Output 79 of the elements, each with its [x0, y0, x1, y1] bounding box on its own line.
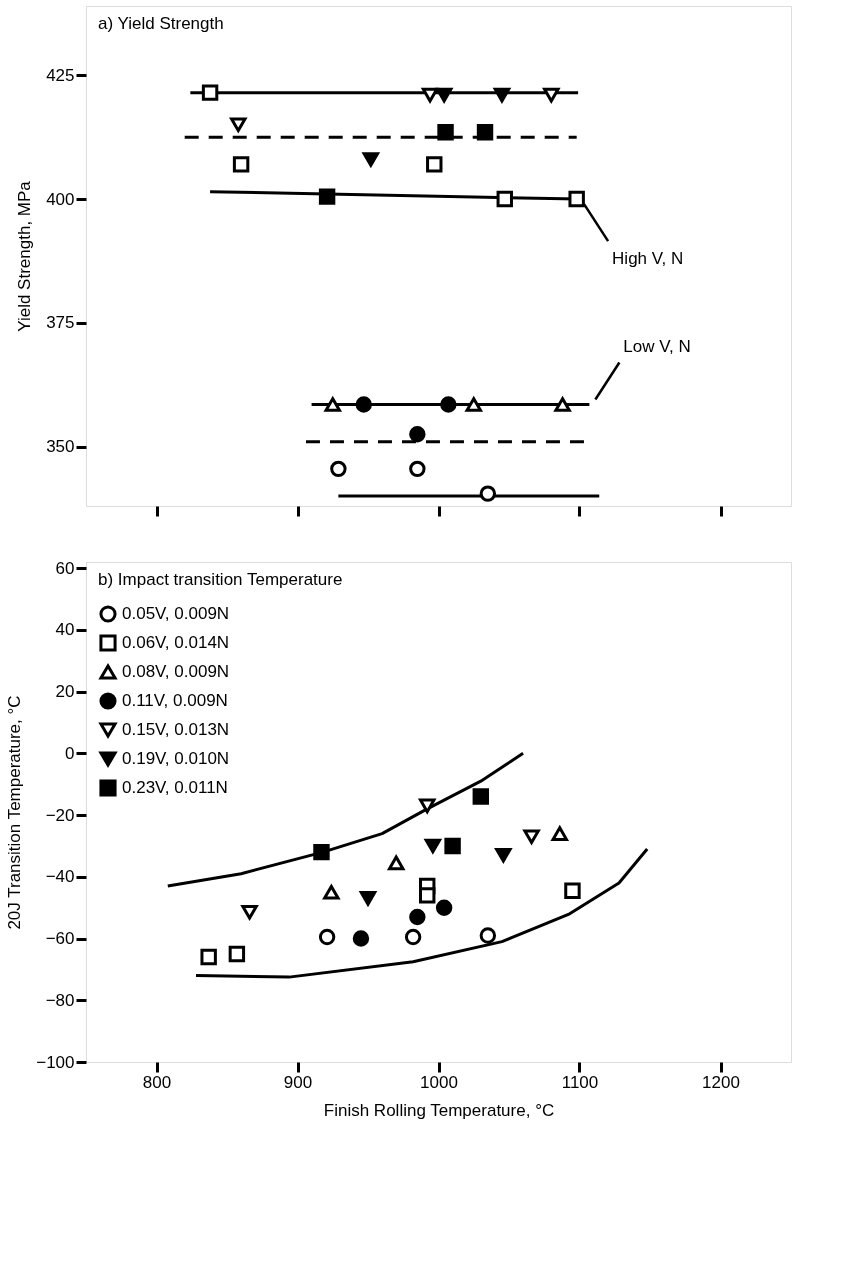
point	[200, 948, 217, 966]
point	[330, 460, 347, 478]
point	[440, 396, 457, 413]
y-axis-title: Yield Strength, MPa	[15, 180, 35, 332]
point	[387, 855, 405, 871]
y-tick-label: 0	[65, 743, 75, 763]
chart-title: a) Yield Strength	[98, 14, 224, 33]
point	[230, 117, 247, 133]
point	[435, 899, 453, 916]
legend-label: 0.19V, 0.010N	[122, 749, 230, 768]
point	[495, 847, 512, 863]
point	[424, 838, 442, 854]
point	[543, 87, 560, 103]
legend-label: 0.23V, 0.011N	[122, 778, 228, 797]
y-tick-label: 425	[46, 65, 75, 85]
point	[355, 396, 372, 413]
legend-label: 0.05V, 0.009N	[122, 604, 230, 623]
point	[419, 887, 436, 904]
point	[437, 124, 454, 141]
point	[496, 190, 513, 208]
point	[359, 891, 377, 906]
y-tick-label: 40	[55, 620, 75, 640]
point	[564, 882, 581, 899]
point	[409, 460, 426, 478]
point	[479, 485, 497, 502]
point	[551, 826, 568, 841]
point	[318, 928, 336, 946]
point	[568, 190, 585, 208]
x-tick-label: 900	[283, 1072, 313, 1092]
point	[476, 124, 494, 141]
point	[479, 927, 497, 944]
y-tick-label: −20	[45, 805, 75, 825]
point	[409, 426, 426, 443]
legend-label: 0.06V, 0.014N	[122, 633, 230, 652]
point	[323, 884, 340, 900]
line-series	[194, 847, 649, 979]
y-tick-label: 400	[46, 189, 75, 209]
point	[228, 945, 246, 963]
point	[444, 837, 461, 855]
point	[232, 156, 250, 173]
x-tick-label: 1100	[561, 1072, 599, 1092]
x-tick-label: 1000	[420, 1072, 458, 1092]
point	[324, 397, 341, 412]
point	[419, 798, 436, 814]
y-tick-label: 60	[55, 558, 75, 578]
y-axis-title: 20J Transition Temperature, °C	[5, 695, 25, 930]
legend-label: 0.08V, 0.009N	[122, 662, 230, 681]
x-tick-label: 1200	[702, 1072, 740, 1092]
x-axis-title: Finish Rolling Temperature, °C	[323, 1100, 555, 1120]
annotation: Low V, N	[623, 336, 691, 356]
chart-title: b) Impact transition Temperature	[98, 570, 343, 589]
x-tick-label: 800	[142, 1072, 172, 1092]
point	[201, 84, 219, 101]
y-tick-label: −100	[36, 1052, 75, 1072]
point	[493, 87, 511, 103]
point	[241, 905, 258, 920]
point	[352, 930, 370, 947]
y-tick-label: −80	[45, 990, 75, 1010]
y-tick-label: −40	[45, 867, 75, 887]
legend-label: 0.11V, 0.009N	[122, 691, 228, 710]
point	[465, 397, 482, 412]
point	[421, 87, 439, 103]
point	[409, 908, 426, 926]
point	[404, 928, 422, 946]
point	[426, 156, 443, 173]
point	[554, 397, 571, 412]
legend-label: 0.15V, 0.013N	[122, 720, 230, 739]
annotation: High V, N	[612, 249, 684, 269]
point	[472, 788, 490, 805]
y-tick-label: 375	[46, 313, 75, 333]
line-series	[166, 751, 525, 888]
y-tick-label: 350	[46, 437, 75, 457]
point	[318, 188, 336, 205]
point	[435, 87, 453, 103]
point	[362, 152, 380, 167]
point	[523, 829, 540, 844]
point	[313, 843, 330, 861]
y-tick-label: 20	[55, 682, 75, 702]
y-tick-label: −60	[45, 929, 75, 949]
